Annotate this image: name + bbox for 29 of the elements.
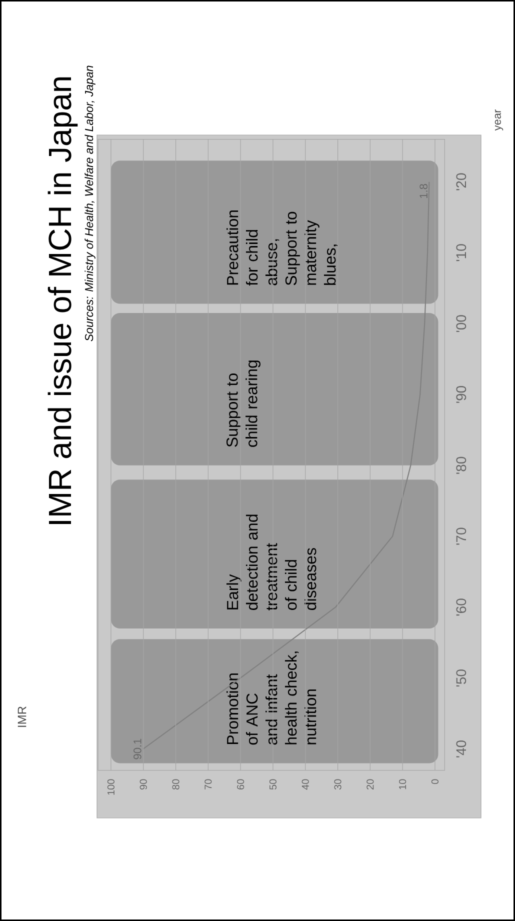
- x-tick-label: 50: [269, 779, 277, 790]
- x-tick-label: 30: [334, 779, 342, 790]
- y-tick-label: '90: [456, 386, 466, 403]
- x-tick-label: 20: [366, 779, 374, 790]
- band-label: Support to child rearing: [226, 360, 260, 447]
- band-label: Promotion of ANC and infant health check, nutrition: [226, 652, 316, 745]
- y-tick-label: '40: [456, 740, 466, 758]
- y-tick-label: '70: [456, 528, 466, 545]
- y-tick-label: '60: [456, 598, 466, 616]
- y-tick-label: '80: [456, 456, 466, 474]
- y-tick-label: '20: [456, 173, 466, 190]
- text: IMR: [18, 706, 26, 727]
- y-tick-label: '50: [456, 670, 466, 687]
- y-tick-label: '10: [456, 244, 466, 262]
- x-tick-label: 40: [302, 779, 309, 790]
- x-tick-label: 100: [107, 779, 114, 795]
- x-tick-label: 80: [172, 779, 180, 790]
- line-series: [142, 181, 430, 750]
- x-tick-label: 0: [431, 779, 439, 784]
- band-label: Precaution for child abuse, Support to maternity blues,: [226, 210, 338, 286]
- x-tick-label: 90: [140, 779, 147, 790]
- x-tick-label: 10: [399, 779, 406, 790]
- y-axis-title: year: [494, 109, 504, 131]
- x-tick-label: 60: [237, 779, 244, 790]
- x-tick-label: 70: [204, 779, 212, 790]
- text: IMR and issue of MCH in Japan: [48, 77, 78, 524]
- y-tick-label: '00: [456, 315, 466, 332]
- band-label: Early detection and treatment of child diseases: [226, 514, 316, 610]
- source-note: Sources: Ministry of Health, Welfare and Labor, Japan: [84, 66, 96, 342]
